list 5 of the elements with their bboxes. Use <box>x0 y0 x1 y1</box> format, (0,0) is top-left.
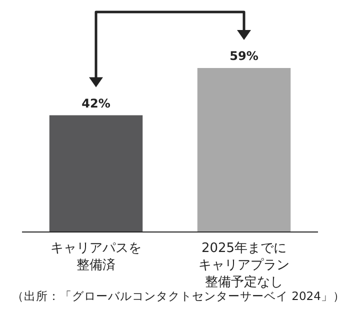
x-tick-label: 2025年までにキャリアプラン整備予定なし <box>198 241 290 290</box>
text: （出所：「グローバルコンタクトセンターサーベイ 2024」） <box>12 289 340 303</box>
data-label: 42% <box>82 96 110 110</box>
x-tick-label: キャリアパスを整備済 <box>50 241 142 273</box>
data-label: 59% <box>230 49 258 63</box>
